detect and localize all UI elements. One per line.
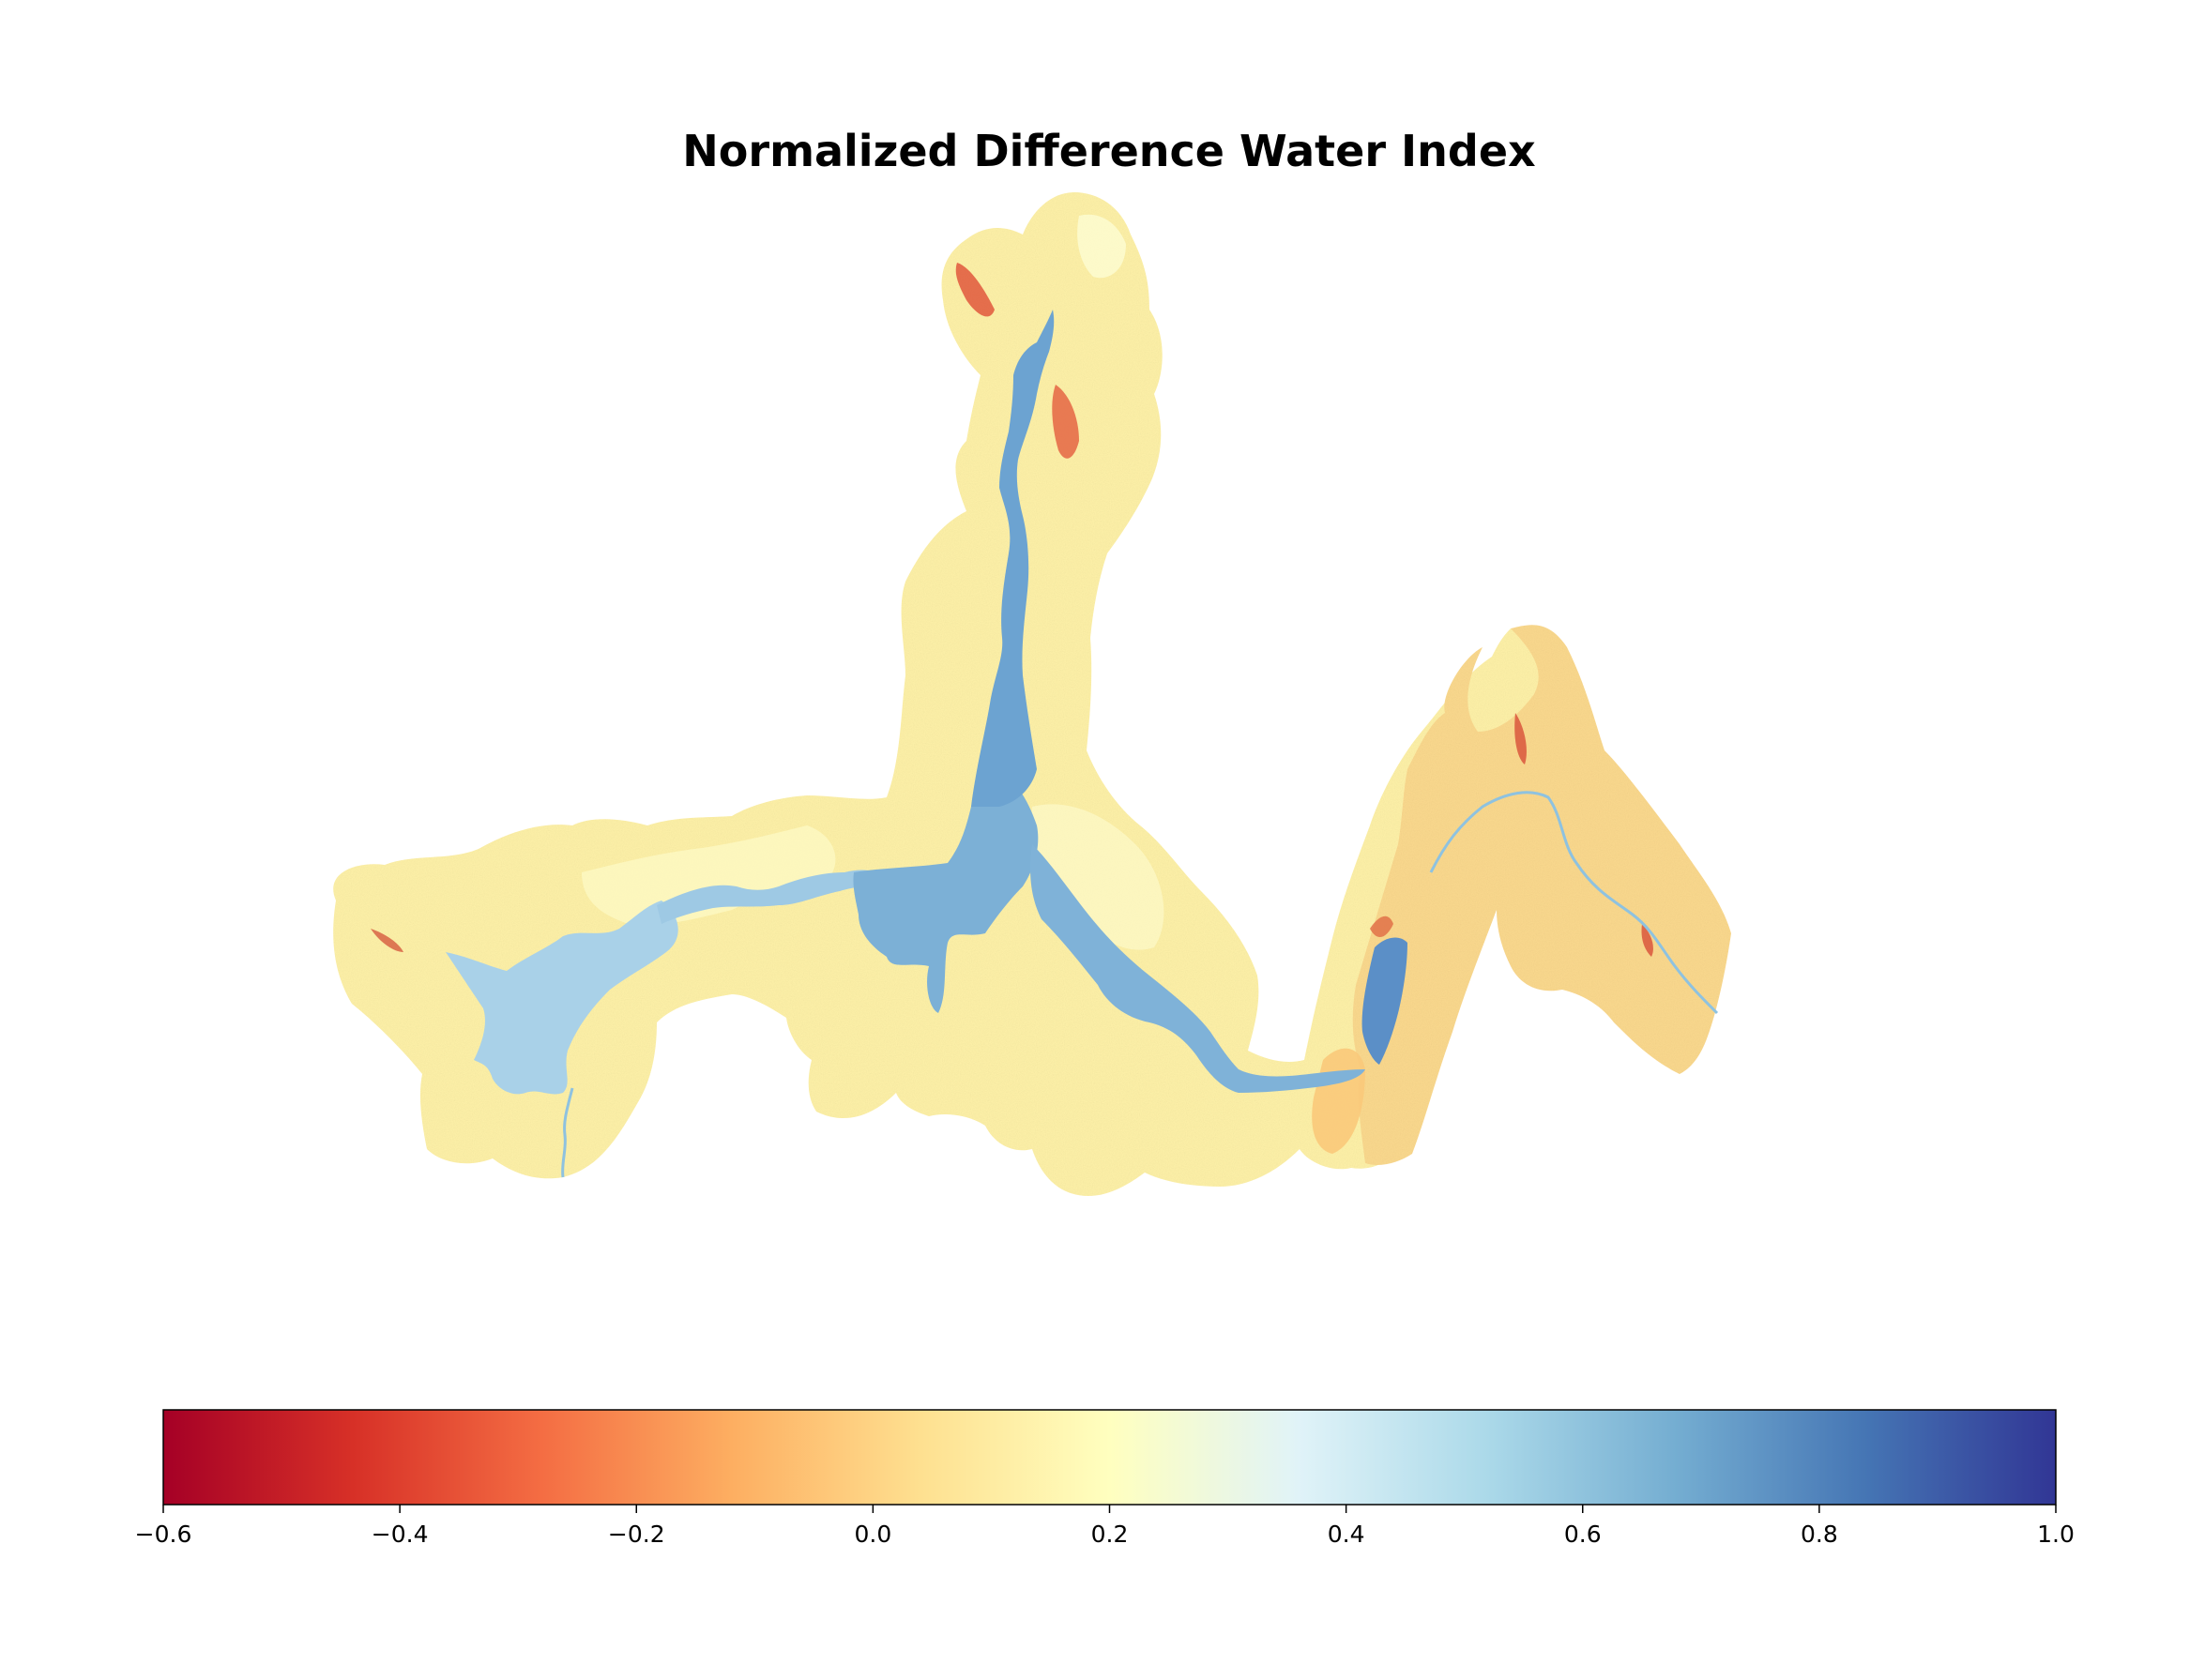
bare-soil-patch [1370, 916, 1393, 938]
colorbar: −0.6 −0.4 −0.2 0.0 0.2 0.4 0.6 0.8 1.0 [135, 1409, 2075, 1548]
colorbar-tick-label: −0.6 [135, 1521, 192, 1548]
land-patch-light [1031, 804, 1164, 950]
bare-soil-patch [371, 929, 403, 952]
land-patch-light [582, 825, 836, 926]
figure-title: Normalized Difference Water Index [682, 126, 1535, 176]
river-southwest [561, 1087, 574, 1178]
land-area-east [1352, 625, 1731, 1165]
river-east [1429, 791, 1719, 1015]
bare-soil-patch [1514, 713, 1527, 764]
colorbar-tick-label: −0.4 [372, 1521, 429, 1548]
colorbar-tick-label: 0.6 [1564, 1521, 1602, 1548]
ndwi-map [333, 192, 1731, 1196]
land-patch-light [1077, 214, 1126, 279]
colorbar-tick-label: 0.4 [1328, 1521, 1365, 1548]
colorbar-tick-label: 1.0 [2037, 1521, 2075, 1548]
colorbar-tick-label: 0.2 [1091, 1521, 1129, 1548]
water-west-bay [446, 901, 678, 1095]
water-channel-southeast [1030, 844, 1365, 1093]
colorbar-gradient [163, 1410, 2056, 1505]
colorbar-tick-label: 0.0 [854, 1521, 891, 1548]
colorbar-tick-label: −0.2 [608, 1521, 665, 1548]
bare-soil-patch [1052, 385, 1079, 459]
water-central-bay [853, 769, 1039, 1013]
water-east-bay [1361, 937, 1407, 1065]
bare-soil-patch [1641, 924, 1653, 957]
bare-soil-patch [955, 263, 995, 317]
water-north-arm [971, 310, 1055, 807]
water-channel-west [657, 870, 882, 924]
colorbar-ticks: −0.6 −0.4 −0.2 0.0 0.2 0.4 0.6 0.8 1.0 [135, 1505, 2075, 1548]
colorbar-tick-label: 0.8 [1801, 1521, 1838, 1548]
